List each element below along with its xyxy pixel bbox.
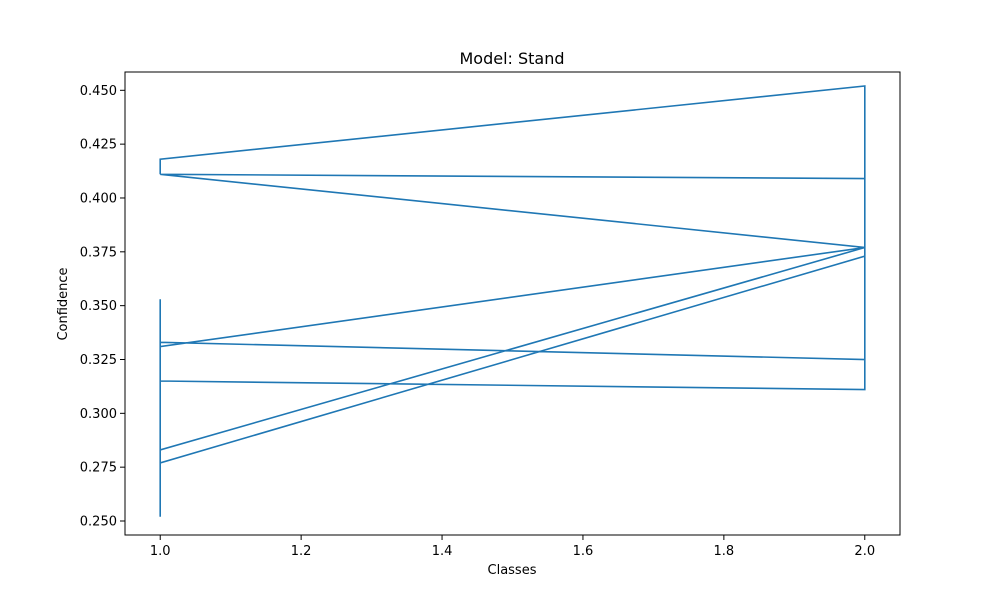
y-tick-label: 0.400 xyxy=(80,191,117,206)
x-tick-label: 1.2 xyxy=(291,544,312,559)
plot-frame xyxy=(124,71,901,536)
y-tick-label: 0.325 xyxy=(80,353,117,368)
y-tick-label: 0.450 xyxy=(80,84,117,99)
x-tick-label: 1.0 xyxy=(150,544,171,559)
x-tick-label: 1.8 xyxy=(714,544,735,559)
y-axis-label: Confidence xyxy=(56,267,71,340)
y-tick-label: 0.350 xyxy=(80,299,117,314)
x-axis: 1.0 1.2 1.4 1.6 1.8 2.0 xyxy=(150,535,875,559)
series-layer xyxy=(159,85,866,517)
x-tick-label: 1.4 xyxy=(432,544,453,559)
series-line xyxy=(159,85,866,517)
x-tick-label: 2.0 xyxy=(854,544,875,559)
y-tick-label: 0.425 xyxy=(80,138,117,153)
chart-title: Model: Stand xyxy=(459,49,564,68)
y-axis: 0.250 0.275 0.300 0.325 0.350 0.375 0.400 0.425… xyxy=(80,84,125,530)
y-tick-label: 0.275 xyxy=(80,461,117,476)
y-tick-label: 0.250 xyxy=(80,515,117,530)
x-axis-label: Classes xyxy=(488,563,537,578)
y-tick-label: 0.300 xyxy=(80,407,117,422)
x-tick-label: 1.6 xyxy=(573,544,594,559)
y-tick-label: 0.375 xyxy=(80,245,117,260)
